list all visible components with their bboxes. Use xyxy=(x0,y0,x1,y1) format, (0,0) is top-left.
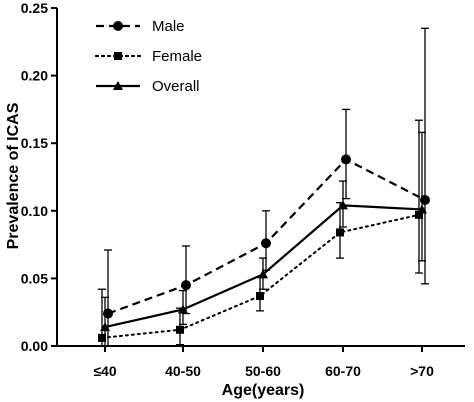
series-male xyxy=(103,27,430,347)
data-point xyxy=(417,204,427,214)
data-point xyxy=(338,200,348,210)
series-line xyxy=(101,213,420,339)
data-point xyxy=(415,210,423,219)
x-tick-label: 60-70 xyxy=(325,363,361,379)
legend-label: Female xyxy=(152,48,202,65)
y-tick-label: 0.15 xyxy=(21,135,48,151)
y-tick-label: 0.05 xyxy=(21,270,48,286)
x-tick-label: ≤40 xyxy=(93,363,116,379)
data-point xyxy=(181,280,191,291)
series-overall xyxy=(100,131,427,347)
legend-item-overall: Overall xyxy=(96,78,200,95)
legend-item-female: Female xyxy=(94,48,202,65)
data-point xyxy=(100,322,110,332)
legend-marker xyxy=(113,21,123,31)
data-point xyxy=(256,291,264,300)
legend: Male Female Overall xyxy=(94,18,202,95)
data-point xyxy=(261,238,271,249)
series-female xyxy=(98,119,423,347)
legend-label: Male xyxy=(152,18,185,35)
y-tick-label: 0.10 xyxy=(21,203,48,219)
legend-label: Overall xyxy=(152,78,200,95)
y-tick-label: 0.20 xyxy=(21,68,48,84)
data-point xyxy=(336,228,344,237)
data-point xyxy=(341,154,351,165)
x-tick-label: >70 xyxy=(410,363,434,379)
legend-marker xyxy=(113,81,123,90)
data-point xyxy=(178,304,188,314)
x-tick-label: 50-60 xyxy=(245,363,281,379)
y-axis-title: Prevalence of ICAS xyxy=(5,102,22,249)
legend-marker xyxy=(114,52,122,60)
data-point xyxy=(258,269,268,279)
series-layer xyxy=(98,27,430,347)
legend-item-male: Male xyxy=(96,18,185,35)
x-tick-label: 40-50 xyxy=(165,363,201,379)
y-tick-label: 0.25 xyxy=(21,0,48,16)
data-point xyxy=(176,325,184,334)
data-point xyxy=(98,333,106,342)
axes: 0.00 0.05 0.10 0.15 0.20 0.25 ≤40 40-50 50-60 60-… xyxy=(21,0,465,379)
y-tick-label: 0.00 xyxy=(21,338,48,354)
x-axis-title: Age(years) xyxy=(222,382,305,399)
